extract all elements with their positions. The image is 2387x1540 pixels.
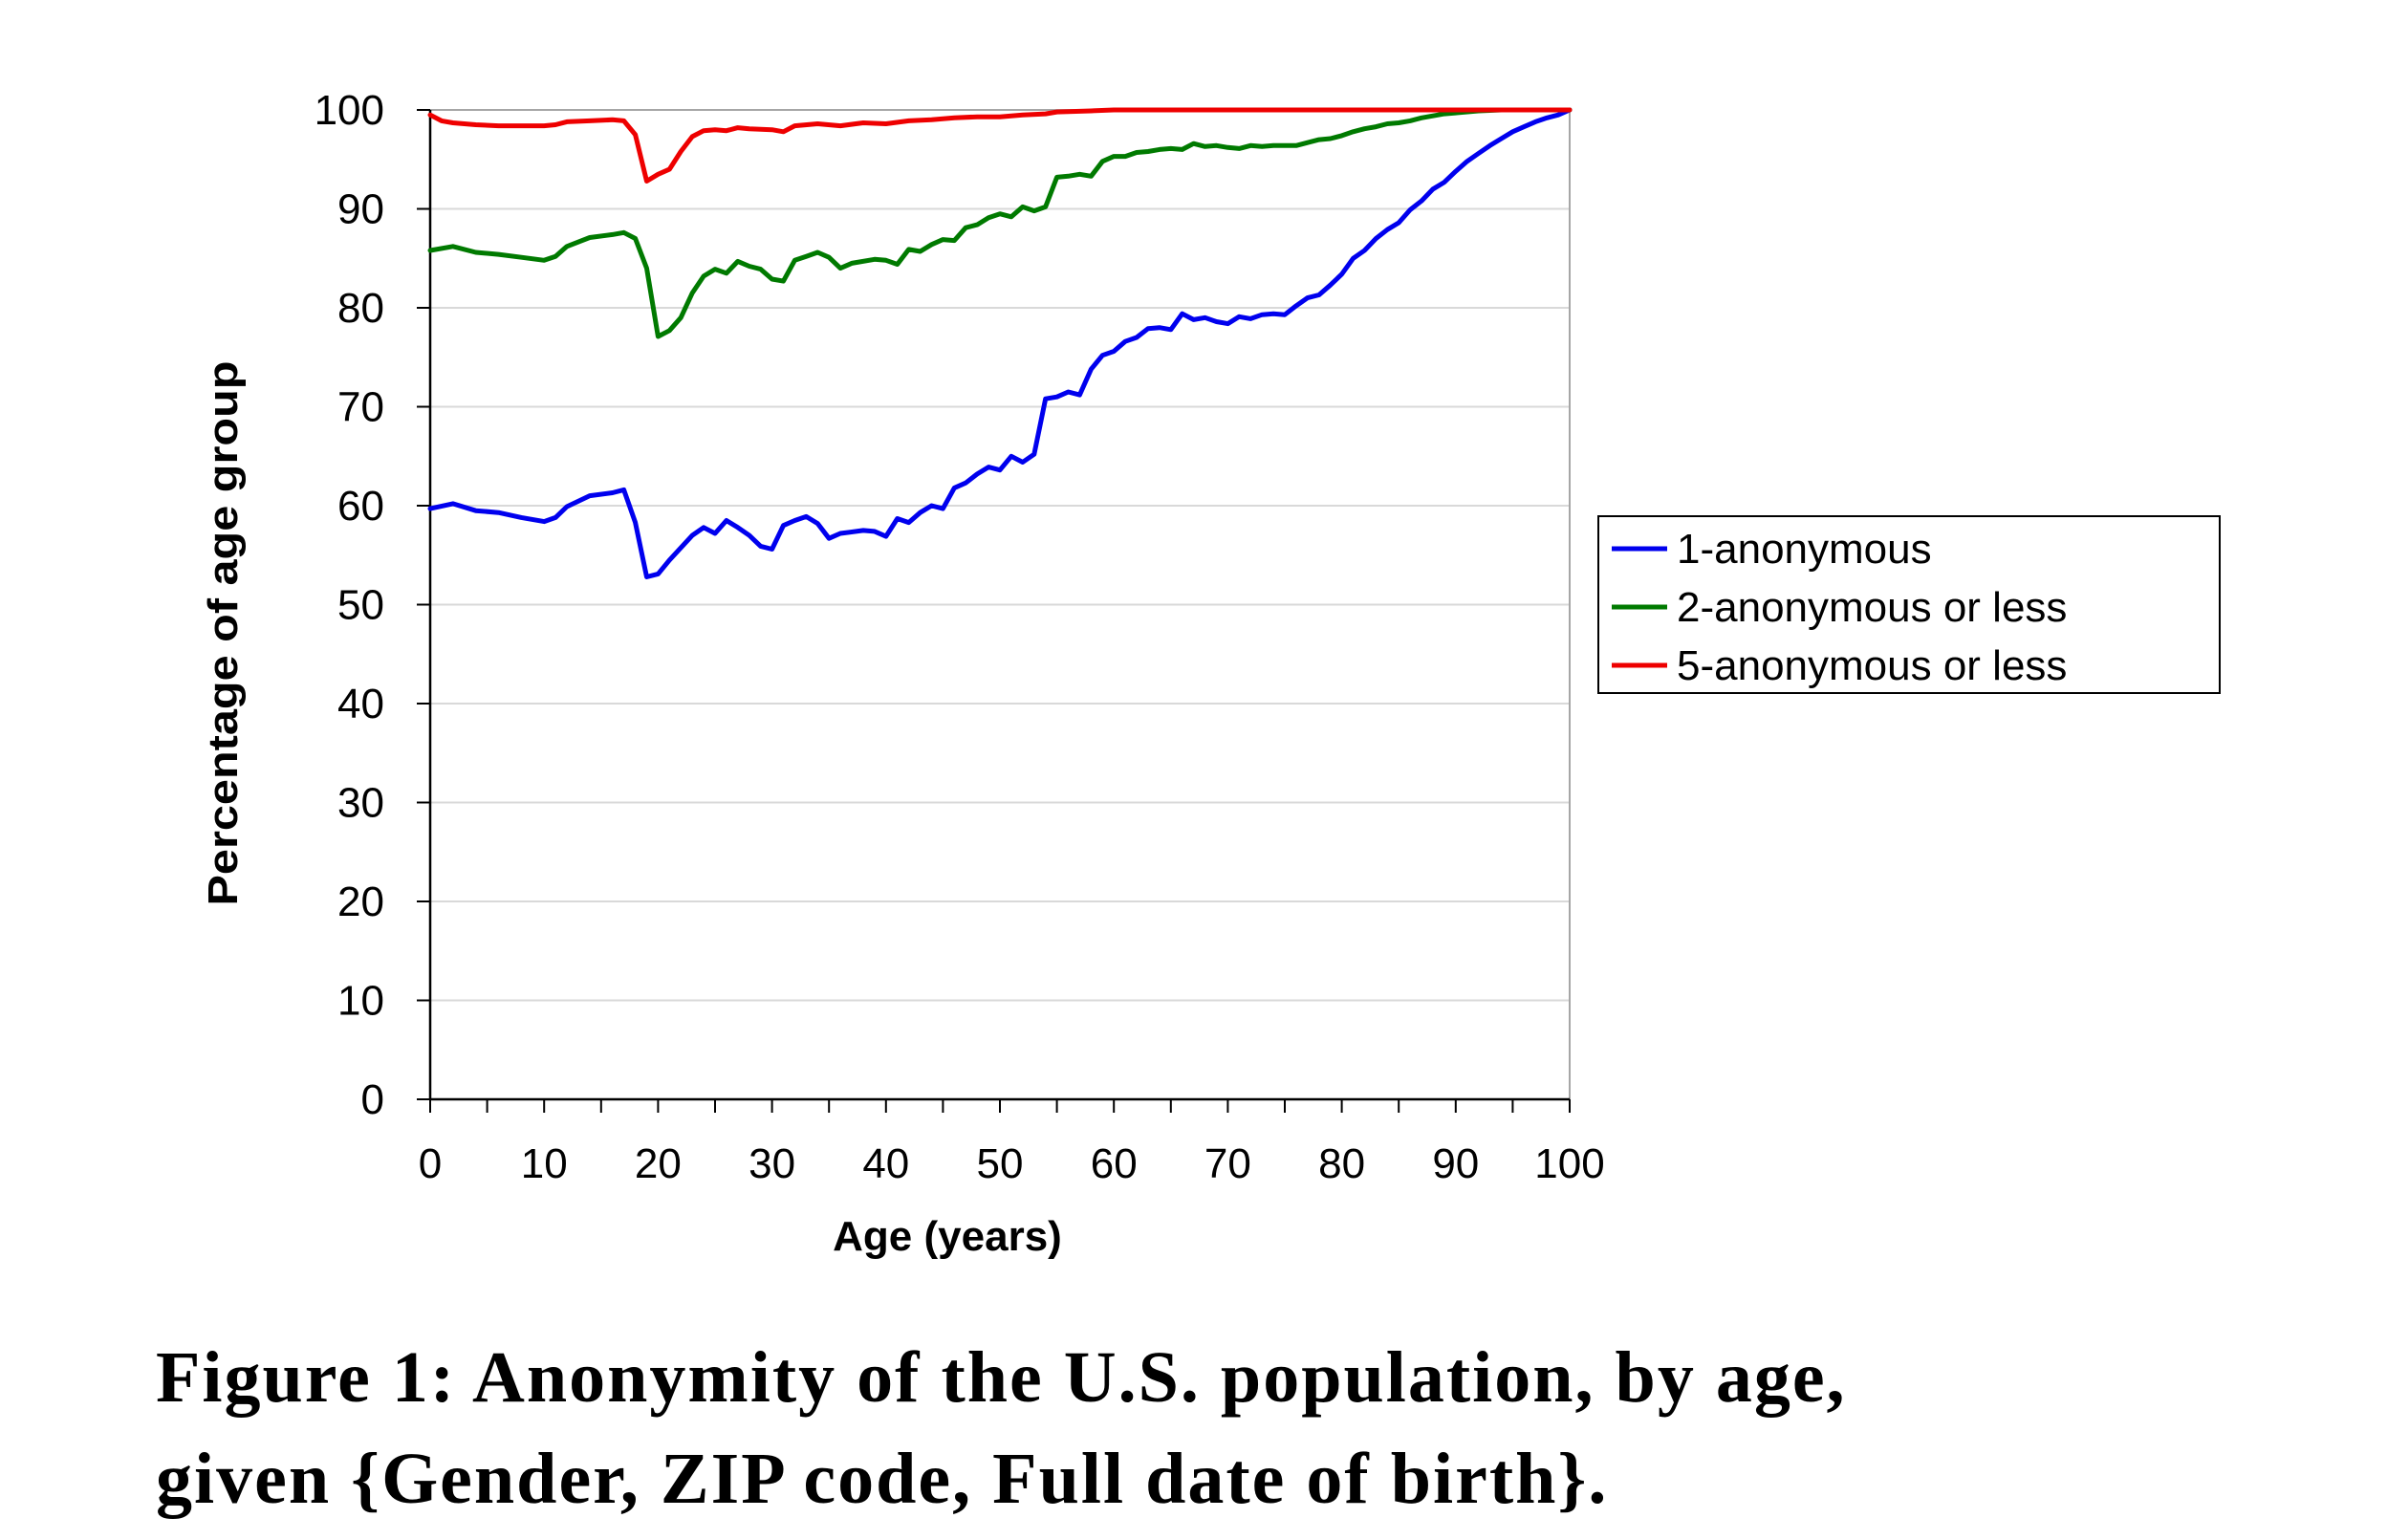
legend-box <box>1597 515 2221 694</box>
legend-label-1: 1-anonymous <box>1677 526 1932 573</box>
series-line-2 <box>427 107 1573 339</box>
x-tick-label-0: 0 <box>419 1140 442 1187</box>
x-tick-label-80: 80 <box>1318 1140 1365 1187</box>
caption-line-1: Figure 1: Anonymity of the U.S. populati… <box>156 1337 1847 1418</box>
y-tick-label-20: 20 <box>337 878 384 925</box>
x-tick-label-60: 60 <box>1091 1140 1138 1187</box>
series-line-1 <box>427 107 1573 579</box>
x-tick-label-50: 50 <box>977 1140 1024 1187</box>
y-tick-label-90: 90 <box>337 186 384 233</box>
y-tick-label-30: 30 <box>337 780 384 827</box>
x-axis-title: Age (years) <box>833 1213 1062 1260</box>
legend: 1-anonymous 2-anonymous or less 5-anonymou… <box>1597 515 2221 694</box>
figure-caption: Figure 1: Anonymity of the U.S. populati… <box>156 1327 2354 1529</box>
series-lines <box>427 107 1573 579</box>
y-tick-label-10: 10 <box>337 978 384 1025</box>
y-tick-label-60: 60 <box>337 483 384 530</box>
gridlines <box>430 109 1570 1002</box>
y-tick-label-100: 100 <box>315 87 384 134</box>
y-axis-title: Percentage of age group <box>200 361 247 906</box>
y-tick-label-40: 40 <box>337 681 384 727</box>
series-line-3 <box>427 107 1573 184</box>
legend-label-2: 2-anonymous or less <box>1677 584 2067 631</box>
legend-label-3: 5-anonymous or less <box>1677 642 2067 689</box>
x-axis-ticks: 0 10 20 30 40 50 60 70 80 90 100 <box>419 1099 1605 1187</box>
caption-line-2: given {Gender, ZIP code, Full date of bi… <box>156 1439 1609 1519</box>
x-tick-label-30: 30 <box>749 1140 795 1187</box>
y-tick-label-0: 0 <box>361 1076 384 1123</box>
x-tick-label-100: 100 <box>1534 1140 1604 1187</box>
x-tick-label-10: 10 <box>521 1140 568 1187</box>
x-tick-label-70: 70 <box>1204 1140 1251 1187</box>
y-tick-label-50: 50 <box>337 582 384 629</box>
y-tick-label-80: 80 <box>337 285 384 332</box>
x-tick-label-20: 20 <box>635 1140 682 1187</box>
y-axis-ticks: 0 10 20 30 40 50 60 70 80 90 100 <box>315 87 430 1123</box>
x-tick-label-90: 90 <box>1432 1140 1479 1187</box>
x-tick-label-40: 40 <box>862 1140 909 1187</box>
y-tick-label-70: 70 <box>337 384 384 431</box>
